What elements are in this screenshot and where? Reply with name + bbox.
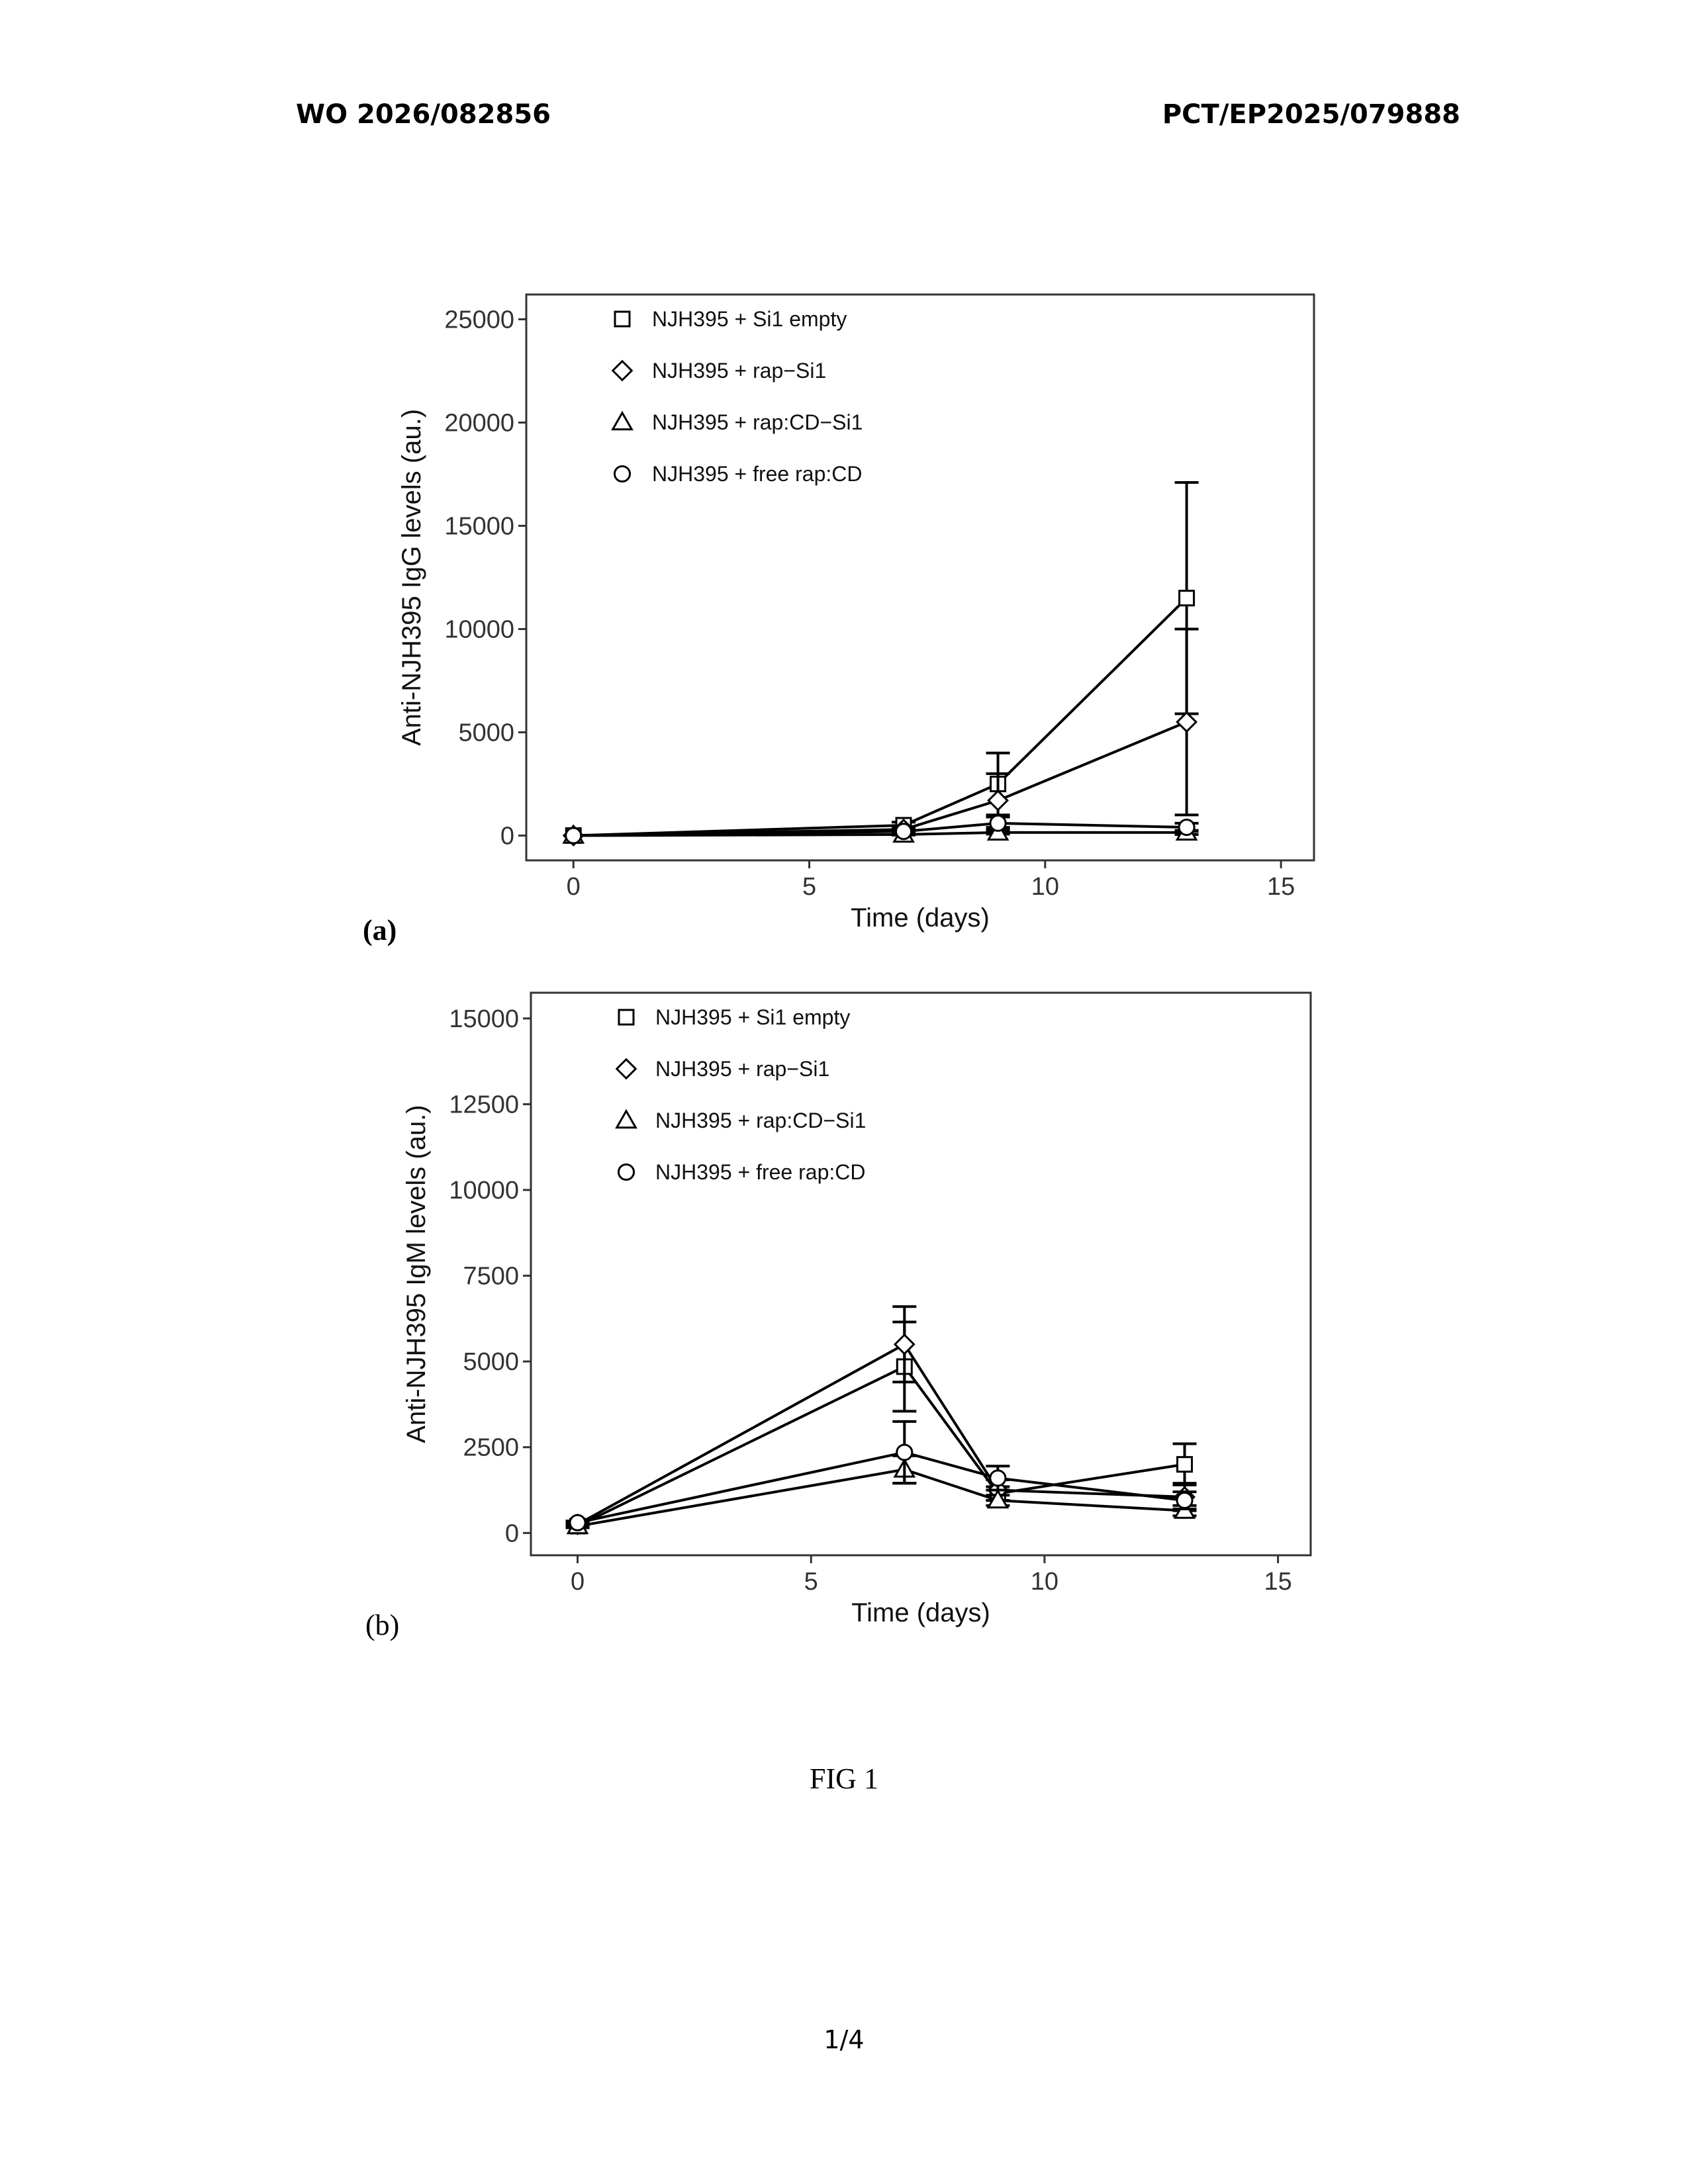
data-point-diamond <box>987 790 1009 811</box>
legend-label: NJH395 + Si1 empty <box>655 1005 850 1029</box>
data-point-circle <box>1178 819 1196 837</box>
series-line <box>577 1451 1185 1524</box>
series-line <box>573 597 1188 837</box>
data-point-circle <box>565 827 583 844</box>
y-tick-label: 20000 <box>444 409 514 437</box>
data-point-circle <box>569 1514 586 1531</box>
x-tick-label: 15 <box>1264 1568 1291 1596</box>
y-axis-title: Anti-NJH395 IgG levels (au.) <box>397 409 426 746</box>
y-tick-label: 0 <box>500 823 514 850</box>
legend-key-square <box>614 310 631 328</box>
publication-number: WO 2026/082856 <box>296 99 551 130</box>
data-point-square <box>1178 590 1196 607</box>
data-point-circle <box>989 1469 1007 1487</box>
series-diamond <box>565 1305 1197 1535</box>
series-line <box>577 1468 1185 1527</box>
legend-label: NJH395 + Si1 empty <box>652 307 847 331</box>
legend-key-diamond <box>611 359 633 382</box>
legend-label: NJH395 + rap−Si1 <box>655 1057 829 1081</box>
x-tick-label: 5 <box>804 1568 818 1596</box>
legend-key-circle <box>613 465 632 483</box>
series-line <box>573 831 1187 837</box>
series-diamond <box>562 627 1199 846</box>
legend-label: NJH395 + rap−Si1 <box>652 359 826 383</box>
legend-key-triangle <box>611 410 633 431</box>
y-tick-label: 0 <box>505 1520 519 1547</box>
legend-label: NJH395 + free rap:CD <box>652 462 862 486</box>
panel-label-a: (a) <box>363 914 397 946</box>
y-tick-label: 10000 <box>444 616 514 644</box>
series-circle <box>565 1420 1197 1531</box>
series-line <box>573 821 1187 837</box>
data-point-circle <box>895 823 913 841</box>
y-tick-label: 2500 <box>463 1434 519 1462</box>
series-line <box>577 1365 1185 1527</box>
x-tick-label: 0 <box>567 873 581 901</box>
panel-label-b: (b) <box>365 1609 400 1641</box>
figure-caption: FIG 1 <box>810 1762 878 1795</box>
legend: NJH395 + Si1 empty NJH395 + rap−Si1 NJH395… <box>611 307 863 486</box>
y-tick-label: 15000 <box>449 1005 519 1033</box>
plot-frame <box>525 293 1315 862</box>
y-tick-label: 10000 <box>449 1177 519 1205</box>
page-number: 1/4 <box>823 2025 865 2054</box>
y-tick-label: 7500 <box>463 1263 519 1291</box>
y-tick-label: 5000 <box>458 719 514 747</box>
legend: NJH395 + Si1 empty NJH395 + rap−Si1 NJH395… <box>615 1005 866 1184</box>
legend-label: NJH395 + free rap:CD <box>655 1160 865 1184</box>
x-tick-label: 10 <box>1031 1568 1058 1596</box>
data-point-triangle <box>986 1488 1009 1509</box>
y-tick-label: 5000 <box>463 1348 519 1376</box>
y-axis-title: Anti-NJH395 IgM levels (au.) <box>402 1105 431 1443</box>
y-tick-label: 25000 <box>444 306 514 334</box>
x-tick-label: 5 <box>802 873 816 901</box>
x-axis-title: Time (days) <box>851 1598 990 1627</box>
plot-frame <box>530 991 1312 1557</box>
legend-key-square <box>618 1009 635 1026</box>
data-point-circle <box>989 814 1007 832</box>
legend-label: NJH395 + rap:CD−Si1 <box>652 410 863 434</box>
application-number: PCT/EP2025/079888 <box>1162 99 1460 130</box>
legend-key-circle <box>617 1163 635 1181</box>
data-point-diamond <box>1176 711 1198 733</box>
series-circle <box>565 814 1199 844</box>
y-tick-label: 12500 <box>449 1091 519 1118</box>
x-tick-label: 15 <box>1267 873 1295 901</box>
legend-key-diamond <box>615 1058 637 1080</box>
x-tick-label: 0 <box>571 1568 585 1596</box>
series-square <box>565 480 1199 844</box>
data-point-circle <box>896 1443 914 1461</box>
series-square <box>565 1320 1197 1535</box>
chart-b: 0 2500 5000 7500 10000 12500 15000 0 5 10 15 Time (… <box>402 991 1312 1627</box>
x-axis-title: Time (days) <box>851 903 990 933</box>
data-point-circle <box>1176 1492 1194 1510</box>
data-point-square <box>1176 1456 1194 1473</box>
x-tick-label: 10 <box>1031 873 1059 901</box>
series-line <box>573 721 1188 837</box>
legend-label: NJH395 + rap:CD−Si1 <box>655 1109 866 1132</box>
legend-key-triangle <box>615 1109 637 1129</box>
data-point-diamond <box>893 1333 915 1355</box>
chart-a: 0 5000 10000 15000 20000 25000 0 5 10 15 Time (day… <box>397 293 1315 933</box>
y-tick-label: 15000 <box>444 512 514 540</box>
series-line <box>577 1342 1185 1526</box>
